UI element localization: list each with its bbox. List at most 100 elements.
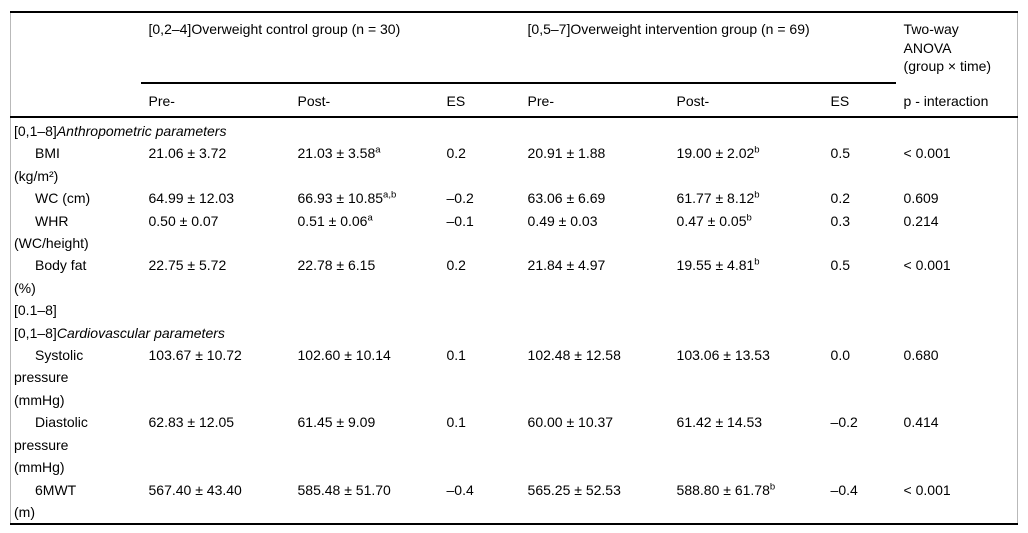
cell-post-intervention: 0.47 ± 0.05b <box>676 211 752 229</box>
cell-post-control: 102.60 ± 10.14 <box>297 347 391 364</box>
superscript: b <box>754 256 760 268</box>
col-header-post-intervention: Post- <box>668 83 823 118</box>
cell-pre-intervention: 63.06 ± 6.69 <box>527 190 606 207</box>
cell-post-control: 585.48 ± 51.70 <box>297 481 391 498</box>
superscript: a <box>367 211 373 223</box>
cell-post-intervention: 19.55 ± 4.81b <box>676 256 760 274</box>
cell-pre-control: 0.50 ± 0.07 <box>148 212 219 229</box>
table-row-wc: WC (cm) 64.99 ± 12.03 66.93 ± 10.85a,b –… <box>11 187 1018 209</box>
table-header: [0,2–4]Overweight control group (n = 30)… <box>10 12 1018 118</box>
section-row-anthropometric: [0,1–8]Anthropometric parameters <box>11 117 1018 142</box>
col-header-pre-control: Pre- <box>140 83 290 118</box>
cell-post-control: 21.03 ± 3.58a <box>297 144 381 162</box>
cell-es-control: 0.1 <box>446 347 466 364</box>
cell-es-intervention: 0.3 <box>830 212 850 229</box>
col-header-pre-intervention: Pre- <box>519 83 669 118</box>
section-label: [0,1–8]Cardiovascular parameters <box>11 322 1018 344</box>
table-body: [0,1–8]Anthropometric parameters BMI (kg… <box>11 117 1018 524</box>
row-label: 6MWT (m) <box>14 481 77 520</box>
col-header-p-interaction: p - interaction <box>895 83 1018 118</box>
section-row-cardiovascular: [0,1–8]Cardiovascular parameters <box>11 322 1018 344</box>
cell-p-interaction: < 0.001 <box>903 481 951 498</box>
col-header-es-control: ES <box>438 83 520 118</box>
cell-post-control: 61.45 ± 9.09 <box>297 414 376 431</box>
row-label: BMI (kg/m²) <box>14 145 60 184</box>
cell-p-interaction: 0.214 <box>903 212 939 229</box>
section-prefix: [0,1–8] <box>14 324 57 341</box>
section-row-spacer: [0.1–8] <box>11 299 1018 321</box>
cell-es-control: –0.4 <box>446 481 474 498</box>
group-header-row: [0,2–4]Overweight control group (n = 30)… <box>11 12 1018 84</box>
cell-pre-intervention: 565.25 ± 52.53 <box>527 481 621 498</box>
cell-p-interaction: 0.414 <box>903 414 939 431</box>
section-prefix: [0.1–8] <box>14 302 57 319</box>
superscript: b <box>754 189 760 201</box>
section-title: Anthropometric parameters <box>56 123 227 139</box>
table-row-bmi: BMI (kg/m²) 21.06 ± 3.72 21.03 ± 3.58a 0… <box>11 142 1018 187</box>
section-label: [0.1–8] <box>11 299 1018 321</box>
section-prefix: [0,1–8] <box>14 123 57 139</box>
empty-label-cell <box>10 83 141 118</box>
cell-es-intervention: 0.5 <box>830 257 850 274</box>
empty-corner-cell <box>11 12 141 83</box>
cell-pre-control: 22.75 ± 5.72 <box>148 257 227 274</box>
row-label: Body fat (%) <box>14 257 87 296</box>
cell-p-interaction: < 0.001 <box>903 257 951 274</box>
cell-es-intervention: –0.2 <box>830 414 858 431</box>
cell-es-intervention: 0.0 <box>830 347 850 364</box>
row-label: Diastolic pressure (mmHg) <box>14 414 88 476</box>
cell-pre-control: 62.83 ± 12.05 <box>148 414 235 431</box>
cell-p-interaction: 0.609 <box>903 190 939 207</box>
cell-post-control: 22.78 ± 6.15 <box>297 257 376 274</box>
group-header-intervention: [0,5–7]Overweight intervention group (n … <box>519 12 896 84</box>
cell-es-intervention: –0.4 <box>830 481 858 498</box>
superscript: b <box>769 480 776 492</box>
sub-header-row: Pre- Post- ES Pre- Post- ES p - interact… <box>10 83 1018 118</box>
superscript: a <box>375 144 381 156</box>
section-title: Cardiovascular parameters <box>56 324 225 341</box>
cell-p-interaction: 0.680 <box>903 347 939 364</box>
cell-post-intervention: 19.00 ± 2.02b <box>676 144 760 162</box>
cell-pre-intervention: 20.91 ± 1.88 <box>527 145 606 162</box>
cell-pre-intervention: 60.00 ± 10.37 <box>527 414 614 431</box>
table-row-6mwt: 6MWT (m) 567.40 ± 43.40 585.48 ± 51.70 –… <box>11 479 1018 525</box>
table-row-bodyfat: Body fat (%) 22.75 ± 5.72 22.78 ± 6.15 0… <box>11 254 1018 299</box>
superscript: a,b <box>383 189 397 201</box>
section-label: [0,1–8]Anthropometric parameters <box>11 117 1018 142</box>
row-label: WC (cm) <box>35 190 91 207</box>
cell-pre-control: 567.40 ± 43.40 <box>148 481 242 498</box>
cell-pre-control: 64.99 ± 12.03 <box>148 190 235 207</box>
group-header-control: [0,2–4]Overweight control group (n = 30) <box>140 12 520 84</box>
cell-pre-control: 103.67 ± 10.72 <box>148 347 242 364</box>
cell-pre-intervention: 102.48 ± 12.58 <box>527 347 621 364</box>
superscript: b <box>746 211 752 223</box>
table-row-diastolic: Diastolic pressure (mmHg) 62.83 ± 12.05 … <box>11 411 1018 478</box>
col-header-post-control: Post- <box>289 83 439 118</box>
results-table: [0,2–4]Overweight control group (n = 30)… <box>10 11 1018 526</box>
cell-es-intervention: 0.2 <box>830 190 850 207</box>
col-header-es-intervention: ES <box>822 83 896 118</box>
cell-post-intervention: 588.80 ± 61.78b <box>676 480 776 498</box>
row-label: WHR (WC/height) <box>14 212 89 252</box>
cell-pre-intervention: 21.84 ± 4.97 <box>527 257 606 274</box>
table-row-systolic: Systolic pressure (mmHg) 103.67 ± 10.72 … <box>11 344 1018 411</box>
table-row-whr: WHR (WC/height) 0.50 ± 0.07 0.51 ± 0.06a… <box>11 210 1018 255</box>
cell-es-control: –0.1 <box>446 212 474 229</box>
cell-es-control: –0.2 <box>446 190 474 207</box>
cell-post-intervention: 103.06 ± 13.53 <box>676 347 770 364</box>
cell-p-interaction: < 0.001 <box>903 145 951 162</box>
cell-pre-intervention: 0.49 ± 0.03 <box>527 212 598 229</box>
cell-pre-control: 21.06 ± 3.72 <box>148 145 227 162</box>
cell-post-control: 66.93 ± 10.85a,b <box>297 189 397 207</box>
cell-es-control: 0.1 <box>446 414 466 431</box>
cell-post-intervention: 61.42 ± 14.53 <box>676 414 763 431</box>
cell-post-intervention: 61.77 ± 8.12b <box>676 189 760 207</box>
row-label: Systolic pressure (mmHg) <box>14 347 84 408</box>
cell-es-control: 0.2 <box>446 145 466 162</box>
superscript: b <box>754 144 760 156</box>
cell-post-control: 0.51 ± 0.06a <box>297 211 373 229</box>
anova-header: Two-way ANOVA (group × time) <box>903 21 992 74</box>
cell-es-control: 0.2 <box>446 257 466 274</box>
cell-es-intervention: 0.5 <box>830 145 850 162</box>
